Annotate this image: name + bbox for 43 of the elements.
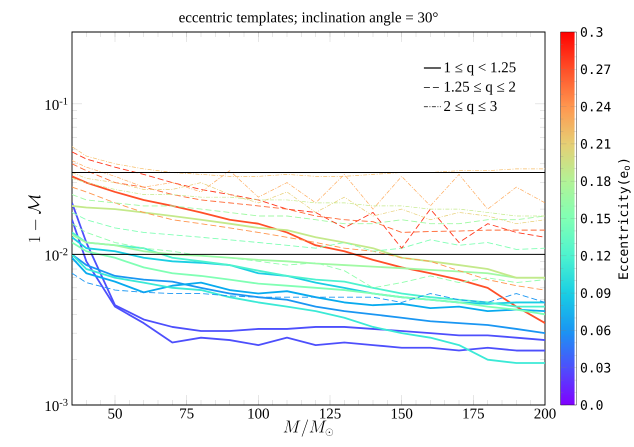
y-tick-label: 10$^{-1}$ <box>46 98 68 110</box>
color-bar-label: 0.18 <box>580 176 610 186</box>
line-series <box>72 194 546 224</box>
x-axis-title: $M/M_\odot$ <box>284 419 334 437</box>
line-series <box>72 254 546 334</box>
y-axis-title: $1-\mathcal{M}$ <box>28 195 41 242</box>
color-bar-title: Eccentricity(e$_{o}$) <box>618 160 631 279</box>
y-tick-label: 10$^{-3}$ <box>46 398 68 412</box>
line-series <box>72 223 546 288</box>
color-bar-label: 0.15 <box>580 214 610 224</box>
color-bar-label: 0.06 <box>580 326 610 336</box>
line-series <box>72 178 546 216</box>
line-series <box>72 151 546 249</box>
line-series <box>72 242 546 316</box>
line-series <box>72 160 546 210</box>
chart-title: eccentric templates; inclination angle = 30° <box>179 12 438 26</box>
x-tick-label: 50 <box>108 408 122 419</box>
y-tick-label: 10$^{-2}$ <box>46 248 68 261</box>
x-tick-label: 150 <box>392 408 412 419</box>
line-series <box>72 254 546 364</box>
line-series <box>72 212 546 252</box>
x-tick-label: 175 <box>463 408 484 419</box>
color-bar-label: 0.03 <box>580 362 610 373</box>
color-bar-label: 0.21 <box>580 139 610 149</box>
color-bar-label: 0.12 <box>580 250 610 261</box>
color-bar-label: 0.24 <box>580 102 611 112</box>
x-tick-label: 75 <box>180 408 194 418</box>
color-bar-label: 0.3 <box>580 27 602 37</box>
color-bar-label: 0.09 <box>580 288 610 298</box>
line-series <box>72 146 546 177</box>
annotation: 1 ≤ q < 1.25 <box>444 62 516 76</box>
annotation: 2 ≤ q ≤ 3 <box>444 101 497 114</box>
x-tick-label: 200 <box>534 408 556 419</box>
x-tick-label: 125 <box>320 408 341 419</box>
line-series <box>72 172 546 224</box>
x-tick-label: 100 <box>248 408 269 419</box>
line-series <box>72 256 546 312</box>
annotation: 1.25 ≤ q ≤ 2 <box>444 82 516 95</box>
color-bar-label: 0.0 <box>580 400 603 410</box>
line-series <box>72 205 546 279</box>
line-series <box>72 175 546 324</box>
line-series <box>72 186 546 290</box>
color-bar-label: 0.27 <box>580 64 610 74</box>
